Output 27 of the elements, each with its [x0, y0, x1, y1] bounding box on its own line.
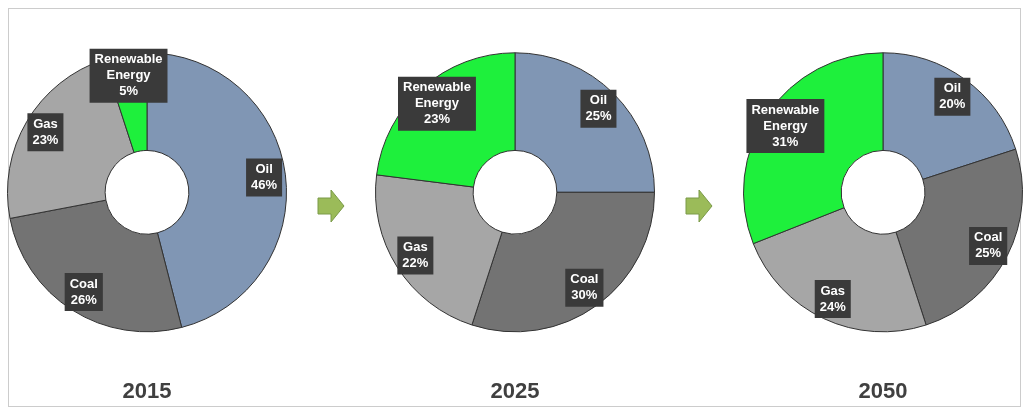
slice-label: Oil — [254, 161, 273, 177]
slice-label: Oil — [589, 92, 607, 108]
data-label: 46% — [250, 177, 278, 193]
data-label: 30% — [570, 287, 598, 303]
text: 2015 — [122, 377, 171, 403]
slice-label: Renewable Energy — [94, 51, 162, 83]
data-label: 26% — [70, 291, 97, 307]
slice-label: Coal — [569, 271, 598, 287]
data-label: 22% — [401, 255, 429, 271]
text: 2025 — [490, 377, 539, 403]
data-label: 25% — [974, 245, 1002, 261]
data-label: 5% — [118, 83, 138, 99]
data-label: 31% — [771, 133, 799, 149]
data-label: 20% — [938, 96, 966, 112]
slice-label: Gas — [402, 239, 428, 255]
slice-label: Renewable Energy — [402, 79, 471, 111]
slice-label: Coal — [69, 275, 98, 291]
data-label: 25% — [584, 108, 612, 124]
slice-label: Coal — [973, 229, 1002, 245]
text: 2050 — [858, 377, 907, 403]
slice-label: Gas — [32, 115, 58, 131]
data-label: 23% — [31, 131, 59, 147]
slice-label: Oil — [943, 80, 961, 96]
data-label: 23% — [423, 111, 450, 127]
slice-label: Renewable Energy — [750, 101, 819, 133]
data-label: 24% — [819, 298, 846, 314]
slice-label: Gas — [819, 282, 845, 298]
